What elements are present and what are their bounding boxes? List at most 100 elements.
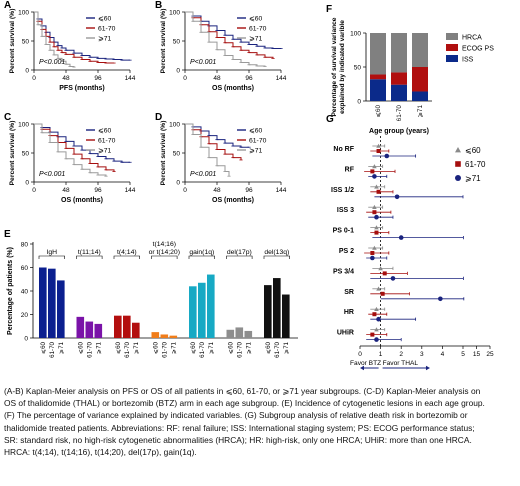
- y-tick-label: 60: [21, 265, 29, 272]
- y-tick-label: 100: [169, 10, 180, 17]
- estimate-marker: [372, 245, 377, 250]
- stacked-segment: [370, 74, 386, 80]
- bar: [114, 315, 122, 338]
- bar: [94, 323, 103, 338]
- x-tick-label: 96: [245, 187, 253, 194]
- y-axis-label: explained by indicated varible: [339, 20, 346, 114]
- subgroup-label: No RF: [333, 146, 354, 153]
- x-tick-label: 48: [213, 75, 221, 82]
- p-value: P<0.001: [190, 171, 216, 178]
- group-bracket: [263, 255, 290, 259]
- x-tick-label: 15: [473, 351, 481, 358]
- subgroup-label: SR: [344, 289, 354, 296]
- caption-line: (F) The percentage of variance explained…: [4, 410, 468, 421]
- y-tick-label: 50: [22, 151, 30, 158]
- y-axis-label: Percentage of patients (%): [7, 247, 14, 335]
- group-label: gain(1q): [189, 249, 214, 256]
- x-tick-label: 0: [32, 187, 36, 194]
- group-label: t(14;16): [153, 241, 176, 248]
- panel-letter: A: [4, 0, 11, 11]
- bar: [207, 274, 215, 338]
- stacked-segment: [370, 79, 386, 101]
- group-bracket: [76, 255, 103, 259]
- km-curve: [185, 123, 242, 160]
- estimate-marker: [376, 189, 381, 194]
- bar: [189, 286, 197, 338]
- y-tick-label: 100: [18, 10, 29, 17]
- legend-label: ⩽60: [249, 128, 262, 135]
- panel-f-variance-stacked-bars: F 0 50 100 Percentage of survival variance ex…: [326, 4, 494, 135]
- y-tick-label: 0: [25, 68, 29, 75]
- estimate-marker: [438, 296, 443, 302]
- km-curve: [34, 11, 114, 64]
- y-tick-label: 0: [176, 68, 180, 75]
- x-tick-label: 61-70: [86, 341, 93, 357]
- p-value: P<0.001: [39, 59, 65, 66]
- x-tick-label: ⩾71: [58, 341, 65, 354]
- x-tick-label: ⩾71: [95, 341, 102, 354]
- p-value: P<0.001: [39, 171, 65, 178]
- x-tick-label: 96: [94, 75, 102, 82]
- x-axis-label: Age group (years): [369, 128, 429, 135]
- x-tick-label: 61-70: [161, 341, 168, 357]
- p-value: P<0.001: [190, 59, 216, 66]
- legend-label: ECOG PS: [462, 46, 494, 53]
- group-bracket: [226, 255, 253, 259]
- x-tick-label: 61-70: [49, 341, 56, 357]
- x-tick-label: ⩽60: [375, 105, 382, 118]
- x-axis-label: OS (months): [212, 197, 254, 204]
- legend-label: ⩾71: [98, 36, 111, 43]
- estimate-marker: [372, 204, 377, 209]
- subgroup-label: ISS 1/2: [331, 187, 354, 194]
- legend-label: ⩾71: [249, 36, 262, 43]
- legend-label: ⩽60: [465, 146, 481, 155]
- x-tick-label: 1: [379, 351, 383, 358]
- bar: [39, 267, 47, 338]
- group-bracket: [113, 255, 140, 259]
- bar: [169, 335, 178, 338]
- x-tick-label: 0: [183, 75, 187, 82]
- panel-letter: B: [155, 0, 162, 11]
- estimate-marker: [374, 337, 379, 342]
- stacked-segment: [391, 33, 407, 73]
- legend-label: 61-70: [98, 26, 116, 33]
- panel-letter: F: [326, 4, 332, 15]
- caption-line: HRCA: t(4;14), t(14;16), t(14;20), del(1…: [4, 447, 197, 458]
- estimate-marker: [370, 251, 375, 255]
- bar: [123, 315, 131, 338]
- x-tick-label: ⩽60: [265, 341, 272, 354]
- x-tick-label: ⩽60: [190, 341, 197, 354]
- x-tick-label: 0: [358, 351, 362, 358]
- group-label: del(17p): [227, 249, 252, 256]
- estimate-marker: [374, 184, 379, 189]
- bar: [160, 334, 169, 338]
- panel-c-km-os-thal: C 0 50 100 0 48 96 144 OS (months) Percent surviv…: [4, 112, 136, 204]
- bar: [48, 268, 56, 338]
- bar: [264, 285, 272, 338]
- bar: [76, 316, 85, 338]
- x-tick-label: 0: [183, 187, 187, 194]
- subgroup-label: ISS 3: [337, 207, 354, 214]
- estimate-marker: [374, 306, 379, 311]
- stacked-segment: [391, 72, 407, 85]
- caption-line: SR: standard risk, no high-risk cytogene…: [4, 434, 472, 445]
- bar: [85, 321, 94, 338]
- subgroup-label: PS 0-1: [333, 228, 355, 235]
- x-tick-label: 144: [276, 187, 287, 194]
- legend-label: ⩽60: [249, 16, 262, 23]
- x-tick-label: 61-70: [124, 341, 131, 357]
- x-tick-label: 48: [62, 187, 70, 194]
- legend-label: ⩾71: [249, 148, 262, 155]
- x-tick-label: 2: [399, 351, 403, 358]
- x-tick-label: 61-70: [274, 341, 281, 357]
- y-tick-label: 100: [18, 122, 29, 129]
- y-axis-label: Percent survival (%): [160, 9, 167, 74]
- km-curve: [185, 123, 230, 177]
- caption-line: (A-B) Kaplan-Meier analysis on PFS or OS…: [4, 386, 481, 396]
- stacked-segment: [412, 91, 428, 101]
- y-tick-label: 20: [21, 312, 29, 319]
- x-tick-label: ⩾71: [283, 341, 290, 354]
- legend-swatch: [446, 33, 458, 40]
- group-label: IgH: [47, 249, 58, 256]
